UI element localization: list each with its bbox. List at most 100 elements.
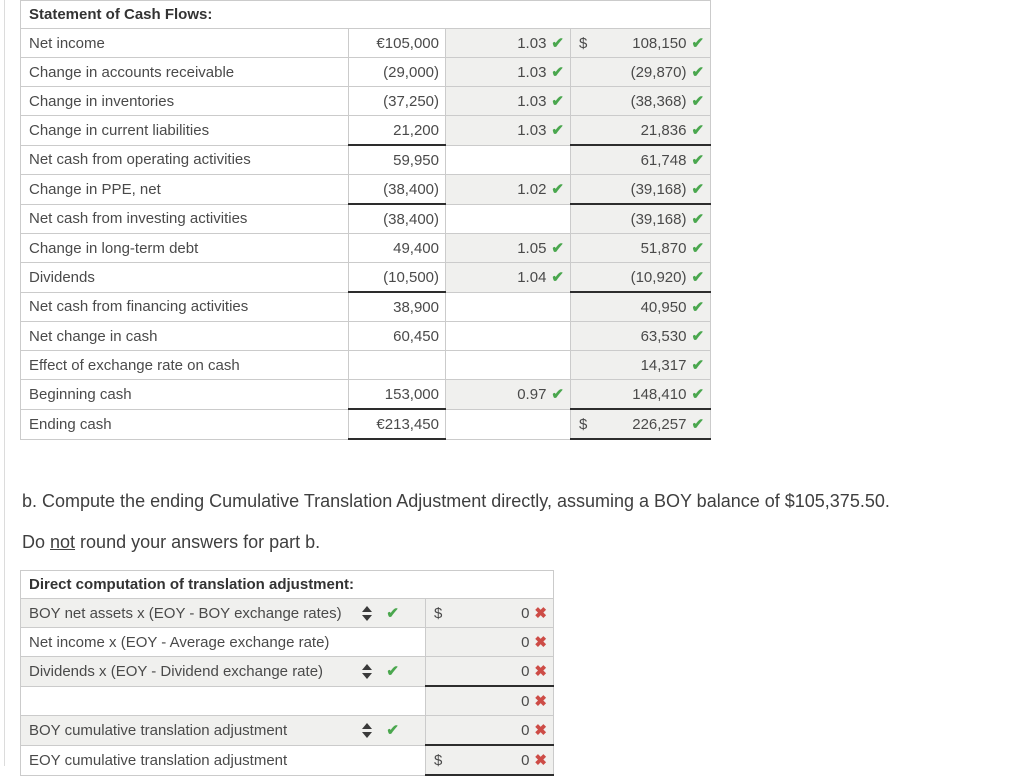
select-arrows-icon	[362, 605, 373, 621]
row-label-cell: Ending cash	[20, 408, 349, 440]
row-label: Net change in cash	[29, 327, 158, 345]
table-row: 0 ✖	[20, 685, 554, 716]
exchange-rate-input-cell[interactable]: 1.04 ✔	[445, 262, 571, 293]
correct-check-icon: ✔	[551, 92, 564, 110]
account-select-cell[interactable]: BOY net assets x (EOY - BOY exchange rat…	[20, 598, 426, 628]
usd-value: (39,168)	[630, 210, 687, 228]
table-row: Dividends (10,500) 1.04 ✔ (10,920) ✔	[20, 262, 712, 293]
table-row: Net cash from financing activities 38,900…	[20, 291, 712, 322]
local-currency-cell-content: (38,400)	[350, 205, 445, 233]
row-label: Net income	[29, 34, 105, 52]
usd-input-cell[interactable]: $108,150 ✔	[569, 28, 712, 58]
correct-check-icon: ✔	[691, 268, 705, 286]
row-label-cell: EOY cumulative translation adjustment	[20, 744, 426, 776]
local-currency-value: 21,200	[393, 121, 439, 139]
local-currency-cell: 49,400	[348, 233, 446, 263]
correct-check-icon: ✔	[691, 180, 705, 198]
row-label-cell: Net income	[20, 28, 349, 58]
row-label: Change in accounts receivable	[29, 63, 235, 81]
rounding-note-underlined: not	[50, 532, 76, 552]
usd-input-cell[interactable]: (38,368) ✔	[569, 86, 712, 116]
usd-value: (39,168)	[630, 180, 687, 198]
local-currency-value: 49,400	[393, 239, 439, 257]
exchange-rate-input-cell[interactable]: 0.97 ✔	[445, 379, 571, 410]
table-row: Dividends x (EOY - Dividend exchange rat…	[20, 656, 554, 687]
account-select-cell[interactable]: Dividends x (EOY - Dividend exchange rat…	[20, 656, 426, 687]
local-currency-cell: 38,900	[348, 291, 446, 322]
usd-input-cell[interactable]: (29,870) ✔	[569, 57, 712, 87]
usd-value: 148,410	[632, 385, 687, 403]
usd-value: (10,920)	[630, 268, 687, 286]
local-currency-cell-content: 38,900	[350, 293, 445, 321]
table-row: Change in accounts receivable (29,000) 1.0…	[20, 57, 712, 87]
local-currency-cell: €213,450	[348, 408, 446, 440]
local-currency-cell: 21,200	[348, 115, 446, 146]
usd-input-cell[interactable]: 61,748 ✔	[569, 144, 712, 175]
table-row: Effect of exchange rate on cash 14,317 ✔	[20, 350, 712, 380]
row-label: Beginning cash	[29, 385, 132, 403]
exchange-rate-input-cell[interactable]: 1.03 ✔	[445, 28, 571, 58]
usd-input-cell[interactable]: 148,410 ✔	[569, 379, 712, 410]
usd-input-cell[interactable]: 21,836 ✔	[569, 115, 712, 146]
usd-value: 226,257	[632, 415, 687, 433]
local-currency-value: 38,900	[393, 298, 439, 316]
exchange-rate-input-cell[interactable]: 1.03 ✔	[445, 57, 571, 87]
correct-check-icon: ✔	[691, 151, 705, 169]
value-input-cell[interactable]: 0 ✖	[425, 656, 554, 687]
answer-value: 0	[521, 751, 530, 769]
usd-cell-content: (29,870) ✔	[572, 59, 710, 86]
exchange-rate-input-cell[interactable]: 1.03 ✔	[445, 86, 571, 116]
exchange-rate-value: 1.04	[517, 268, 547, 286]
value-input-cell[interactable]: $0 ✖	[425, 598, 554, 628]
usd-value: (38,368)	[630, 92, 687, 110]
row-label-cell	[20, 685, 426, 716]
value-cell-content: $0 ✖	[427, 746, 553, 773]
correct-check-icon: ✔	[691, 210, 705, 228]
usd-cell-content: 61,748 ✔	[572, 146, 710, 174]
local-currency-cell: (29,000)	[348, 57, 446, 87]
exchange-rate-input-cell[interactable]: 1.05 ✔	[445, 233, 571, 263]
value-input-cell[interactable]: 0 ✖	[425, 715, 554, 746]
rounding-note-after: round your answers for part b.	[75, 532, 321, 552]
local-currency-value: (38,400)	[383, 210, 439, 228]
select-arrows-icon	[362, 663, 373, 679]
adjustment-header-row: Direct computation of translation adjust…	[20, 570, 554, 599]
label-cell-content: BOY cumulative translation adjustment ✔	[22, 716, 425, 744]
account-select-cell[interactable]: BOY cumulative translation adjustment ✔	[20, 715, 426, 746]
row-label-cell: Change in current liabilities	[20, 115, 349, 146]
table-row: Net cash from operating activities 59,950…	[20, 144, 712, 175]
local-currency-cell-content: (10,500)	[350, 263, 445, 290]
select-arrow-down-icon	[362, 614, 373, 621]
exchange-rate-input-cell[interactable]: 1.02 ✔	[445, 174, 571, 205]
usd-input-cell[interactable]: (39,168) ✔	[569, 174, 712, 205]
usd-input-cell[interactable]: 14,317 ✔	[569, 350, 712, 380]
label-cell-content: EOY cumulative translation adjustment	[22, 746, 425, 774]
row-label-cell: Effect of exchange rate on cash	[20, 350, 349, 380]
exchange-rate-input-cell	[445, 350, 571, 380]
page-left-border	[4, 0, 5, 766]
usd-cell-content: (10,920) ✔	[572, 263, 710, 290]
usd-input-cell[interactable]: (10,920) ✔	[569, 262, 712, 293]
usd-input-cell[interactable]: 63,530 ✔	[569, 321, 712, 351]
row-label: Net cash from investing activities	[29, 210, 248, 228]
table-row: Net income €105,000 1.03 ✔ $108,150 ✔	[20, 28, 712, 58]
value-input-cell[interactable]: 0 ✖	[425, 685, 554, 716]
correct-check-icon: ✔	[691, 121, 705, 139]
usd-input-cell[interactable]: (39,168) ✔	[569, 203, 712, 234]
exchange-rate-cell-content: 1.03 ✔	[447, 30, 570, 57]
select-arrow-up-icon	[362, 722, 373, 729]
row-label-cell: Change in accounts receivable	[20, 57, 349, 87]
usd-input-cell[interactable]: $226,257 ✔	[569, 408, 712, 440]
usd-cell-content: (38,368) ✔	[572, 88, 710, 115]
usd-input-cell[interactable]: 51,870 ✔	[569, 233, 712, 263]
exchange-rate-cell-content: 1.03 ✔	[447, 88, 570, 115]
correct-check-icon: ✔	[691, 34, 705, 52]
incorrect-x-icon: ✖	[534, 633, 547, 651]
adjustment-table: Direct computation of translation adjust…	[20, 570, 554, 776]
value-input-cell[interactable]: $0 ✖	[425, 744, 554, 776]
usd-input-cell[interactable]: 40,950 ✔	[569, 291, 712, 322]
exchange-rate-input-cell[interactable]: 1.03 ✔	[445, 115, 571, 146]
usd-value: 63,530	[640, 327, 687, 345]
value-input-cell[interactable]: 0 ✖	[425, 627, 554, 657]
answer-value: 0	[521, 692, 530, 710]
